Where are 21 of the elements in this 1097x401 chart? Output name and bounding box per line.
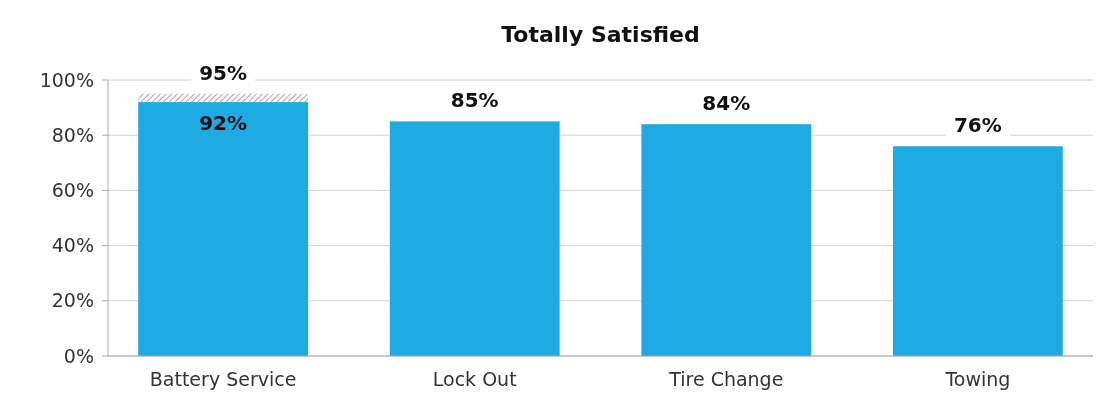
chart-title: Totally Satisfied [501,22,700,47]
x-tick-label: Battery Service [149,368,297,390]
total-label: 76% [953,113,1002,138]
y-tick-label: 80% [51,123,94,146]
bar [138,102,309,356]
total-label: 84% [702,91,751,116]
bar [892,146,1063,356]
x-tick-label: Tire Change [668,368,784,390]
y-tick-label: 20% [51,289,94,312]
bar [138,93,309,103]
total-label: 95% [199,60,248,85]
data-label: 92% [199,111,248,136]
x-tick-label: Lock Out [432,368,517,390]
y-tick-label: 60% [51,179,94,202]
x-tick-label: Towing [944,368,1011,390]
y-tick-label: 100% [39,68,94,91]
bar [389,121,560,356]
y-tick-label: 40% [51,234,94,257]
y-tick-label: 0% [63,344,94,367]
bar [641,124,812,356]
total-label: 85% [450,88,499,113]
